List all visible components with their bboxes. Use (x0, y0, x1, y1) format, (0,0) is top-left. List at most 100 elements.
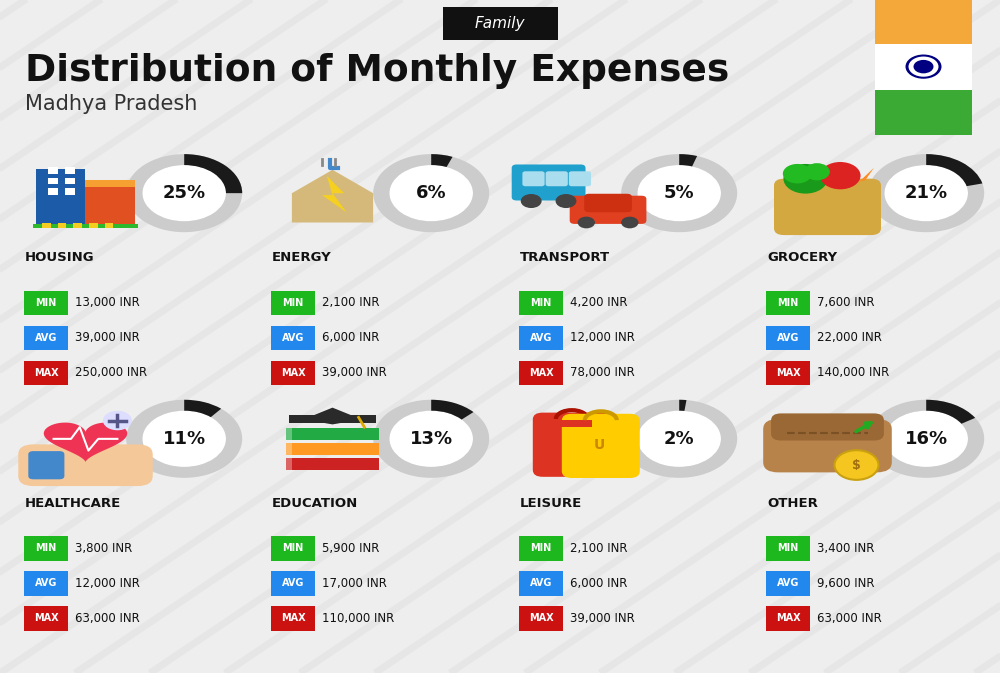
Text: $: $ (852, 458, 861, 472)
Circle shape (637, 165, 721, 221)
Text: 78,000 INR: 78,000 INR (570, 366, 635, 380)
Text: 63,000 INR: 63,000 INR (75, 612, 140, 625)
FancyBboxPatch shape (89, 223, 98, 228)
FancyBboxPatch shape (286, 458, 379, 470)
FancyBboxPatch shape (570, 196, 646, 224)
Circle shape (884, 165, 968, 221)
FancyBboxPatch shape (24, 326, 68, 350)
Text: 39,000 INR: 39,000 INR (322, 366, 387, 380)
FancyBboxPatch shape (24, 536, 68, 561)
FancyBboxPatch shape (519, 536, 563, 561)
FancyBboxPatch shape (271, 606, 315, 631)
FancyBboxPatch shape (65, 167, 75, 174)
FancyBboxPatch shape (24, 361, 68, 385)
Text: MIN: MIN (777, 544, 799, 553)
FancyBboxPatch shape (533, 413, 611, 476)
FancyBboxPatch shape (24, 606, 68, 631)
FancyBboxPatch shape (766, 571, 810, 596)
FancyBboxPatch shape (271, 291, 315, 315)
Text: 63,000 INR: 63,000 INR (817, 612, 882, 625)
Text: MAX: MAX (281, 614, 305, 623)
Wedge shape (373, 154, 489, 232)
Text: OTHER: OTHER (767, 497, 818, 510)
FancyBboxPatch shape (569, 172, 591, 186)
FancyBboxPatch shape (24, 571, 68, 596)
FancyBboxPatch shape (766, 606, 810, 631)
Text: LEISURE: LEISURE (520, 497, 582, 510)
Text: Madhya Pradesh: Madhya Pradesh (25, 94, 197, 114)
Polygon shape (859, 168, 874, 182)
FancyBboxPatch shape (48, 178, 58, 184)
Text: 7,600 INR: 7,600 INR (817, 296, 875, 310)
Text: 13,000 INR: 13,000 INR (75, 296, 140, 310)
Circle shape (389, 165, 473, 221)
Wedge shape (679, 154, 697, 166)
Wedge shape (184, 400, 221, 417)
Text: MAX: MAX (529, 368, 553, 378)
FancyBboxPatch shape (554, 420, 592, 427)
Circle shape (389, 411, 473, 467)
Circle shape (783, 164, 828, 194)
Text: HOUSING: HOUSING (25, 251, 95, 264)
Text: EDUCATION: EDUCATION (272, 497, 358, 510)
Text: MAX: MAX (776, 614, 800, 623)
Text: AVG: AVG (777, 333, 799, 343)
Text: GROCERY: GROCERY (767, 251, 837, 264)
Text: 2,100 INR: 2,100 INR (570, 542, 628, 555)
Text: AVG: AVG (777, 579, 799, 588)
FancyBboxPatch shape (771, 413, 884, 441)
Text: 5%: 5% (664, 184, 695, 202)
Text: MIN: MIN (530, 298, 552, 308)
FancyBboxPatch shape (28, 451, 64, 479)
Circle shape (906, 55, 942, 79)
Wedge shape (679, 400, 686, 411)
Text: MAX: MAX (34, 368, 58, 378)
Text: 110,000 INR: 110,000 INR (322, 612, 394, 625)
FancyBboxPatch shape (286, 443, 379, 455)
Text: MIN: MIN (35, 298, 57, 308)
FancyBboxPatch shape (286, 458, 292, 470)
FancyBboxPatch shape (875, 0, 972, 44)
Text: 39,000 INR: 39,000 INR (75, 331, 140, 345)
Text: AVG: AVG (282, 333, 304, 343)
Text: 140,000 INR: 140,000 INR (817, 366, 889, 380)
Text: 6,000 INR: 6,000 INR (570, 577, 627, 590)
Wedge shape (373, 400, 489, 478)
FancyBboxPatch shape (58, 223, 66, 228)
Text: 5,900 INR: 5,900 INR (322, 542, 379, 555)
Text: 13%: 13% (410, 430, 453, 448)
Circle shape (820, 162, 861, 189)
Text: ENERGY: ENERGY (272, 251, 332, 264)
Text: 16%: 16% (905, 430, 948, 448)
Circle shape (884, 411, 968, 467)
FancyBboxPatch shape (519, 606, 563, 631)
FancyBboxPatch shape (271, 326, 315, 350)
Circle shape (637, 411, 721, 467)
Text: Distribution of Monthly Expenses: Distribution of Monthly Expenses (25, 52, 729, 89)
Wedge shape (868, 400, 984, 478)
FancyBboxPatch shape (774, 178, 881, 235)
Text: 11%: 11% (163, 430, 206, 448)
Text: Family: Family (475, 16, 525, 31)
Text: AVG: AVG (35, 333, 57, 343)
Text: 2%: 2% (664, 430, 695, 448)
Wedge shape (926, 400, 975, 424)
Text: MIN: MIN (282, 544, 304, 553)
Polygon shape (292, 170, 373, 223)
FancyBboxPatch shape (512, 164, 586, 201)
FancyBboxPatch shape (85, 186, 135, 223)
FancyBboxPatch shape (766, 536, 810, 561)
Wedge shape (184, 154, 242, 193)
Text: MIN: MIN (777, 298, 799, 308)
Text: 9,600 INR: 9,600 INR (817, 577, 875, 590)
FancyBboxPatch shape (875, 90, 972, 135)
Wedge shape (431, 400, 473, 419)
Text: 3,400 INR: 3,400 INR (817, 542, 874, 555)
FancyBboxPatch shape (286, 443, 292, 455)
FancyBboxPatch shape (271, 361, 315, 385)
Circle shape (556, 194, 576, 208)
Circle shape (103, 411, 132, 430)
FancyBboxPatch shape (442, 7, 558, 40)
Wedge shape (431, 154, 453, 167)
Text: MIN: MIN (35, 544, 57, 553)
